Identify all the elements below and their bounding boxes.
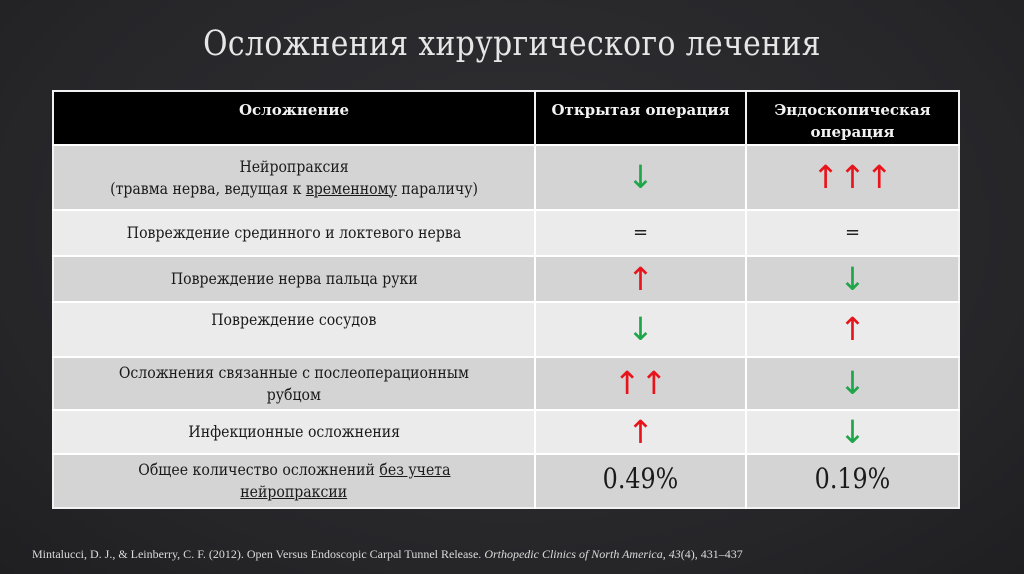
arrow-down-icon: ↓ [627,310,654,348]
complications-table: Осложнение Открытая операция Эндоскопиче… [52,90,960,509]
table-row: Повреждение срединного и локтевого нерва… [53,209,959,256]
arrow-up-double-icon: ↑↑ [613,364,668,402]
row-label: Осложнения связанные с послеоперационным… [53,356,536,410]
arrow-down-icon: ↓ [839,259,866,298]
open-cell: = [535,209,747,256]
arrow-down-icon: ↓ [627,158,654,196]
row-label-line1: Нейропраксия [239,156,349,176]
arrow-up-icon: ↑ [627,412,654,451]
arrow-up-triple-icon: ↑↑↑ [812,158,893,196]
open-total-value: 0.49% [535,453,747,508]
header-complication: Осложнение [53,91,536,145]
endoscopic-cell: ↑ [746,301,959,357]
arrow-down-icon: ↓ [839,364,866,402]
open-cell: ↑ [535,409,747,454]
table-header-row: Осложнение Открытая операция Эндоскопиче… [53,91,959,145]
table-row: Повреждение нерва пальца руки ↑ ↓ [53,255,959,302]
endoscopic-cell: = [746,209,959,256]
citation: Mintalucci, D. J., & Leinberry, C. F. (2… [32,547,743,561]
endoscopic-cell: ↓ [746,356,959,410]
row-label: Общее количество осложнений без учета не… [53,453,536,508]
table-row-total: Общее количество осложнений без учета не… [53,453,959,508]
table-row: Инфекционные осложнения ↑ ↓ [53,409,959,454]
row-label: Повреждение сосудов [53,301,536,357]
table-row: Осложнения связанные с послеоперационным… [53,356,959,410]
open-cell: ↑ [535,255,747,302]
open-cell: ↓ [535,144,747,210]
endoscopic-cell: ↓ [746,409,959,454]
row-label: Повреждение срединного и локтевого нерва [53,209,536,256]
header-open-surgery: Открытая операция [535,91,747,145]
equal-icon: = [632,222,649,243]
open-cell: ↑↑ [535,356,747,410]
arrow-down-icon: ↓ [839,412,866,451]
arrow-up-icon: ↑ [839,310,866,348]
table-row: Нейропраксия (травма нерва, ведущая к вр… [53,144,959,210]
endoscopic-total-value: 0.19% [746,453,959,508]
row-label-line2: (травма нерва, ведущая к временному пара… [110,178,478,198]
open-cell: ↓ [535,301,747,357]
equal-icon: = [844,222,861,243]
row-label: Нейропраксия (травма нерва, ведущая к вр… [53,144,536,210]
row-label: Повреждение нерва пальца руки [53,255,536,302]
slide-title: Осложнения хирургического лечения [203,24,821,64]
endoscopic-cell: ↑↑↑ [746,144,959,210]
endoscopic-cell: ↓ [746,255,959,302]
arrow-up-icon: ↑ [627,259,654,298]
row-label: Инфекционные осложнения [53,409,536,454]
header-endoscopic-surgery: Эндоскопическая операция [746,91,959,145]
table-row: Повреждение сосудов ↓ ↑ [53,301,959,357]
